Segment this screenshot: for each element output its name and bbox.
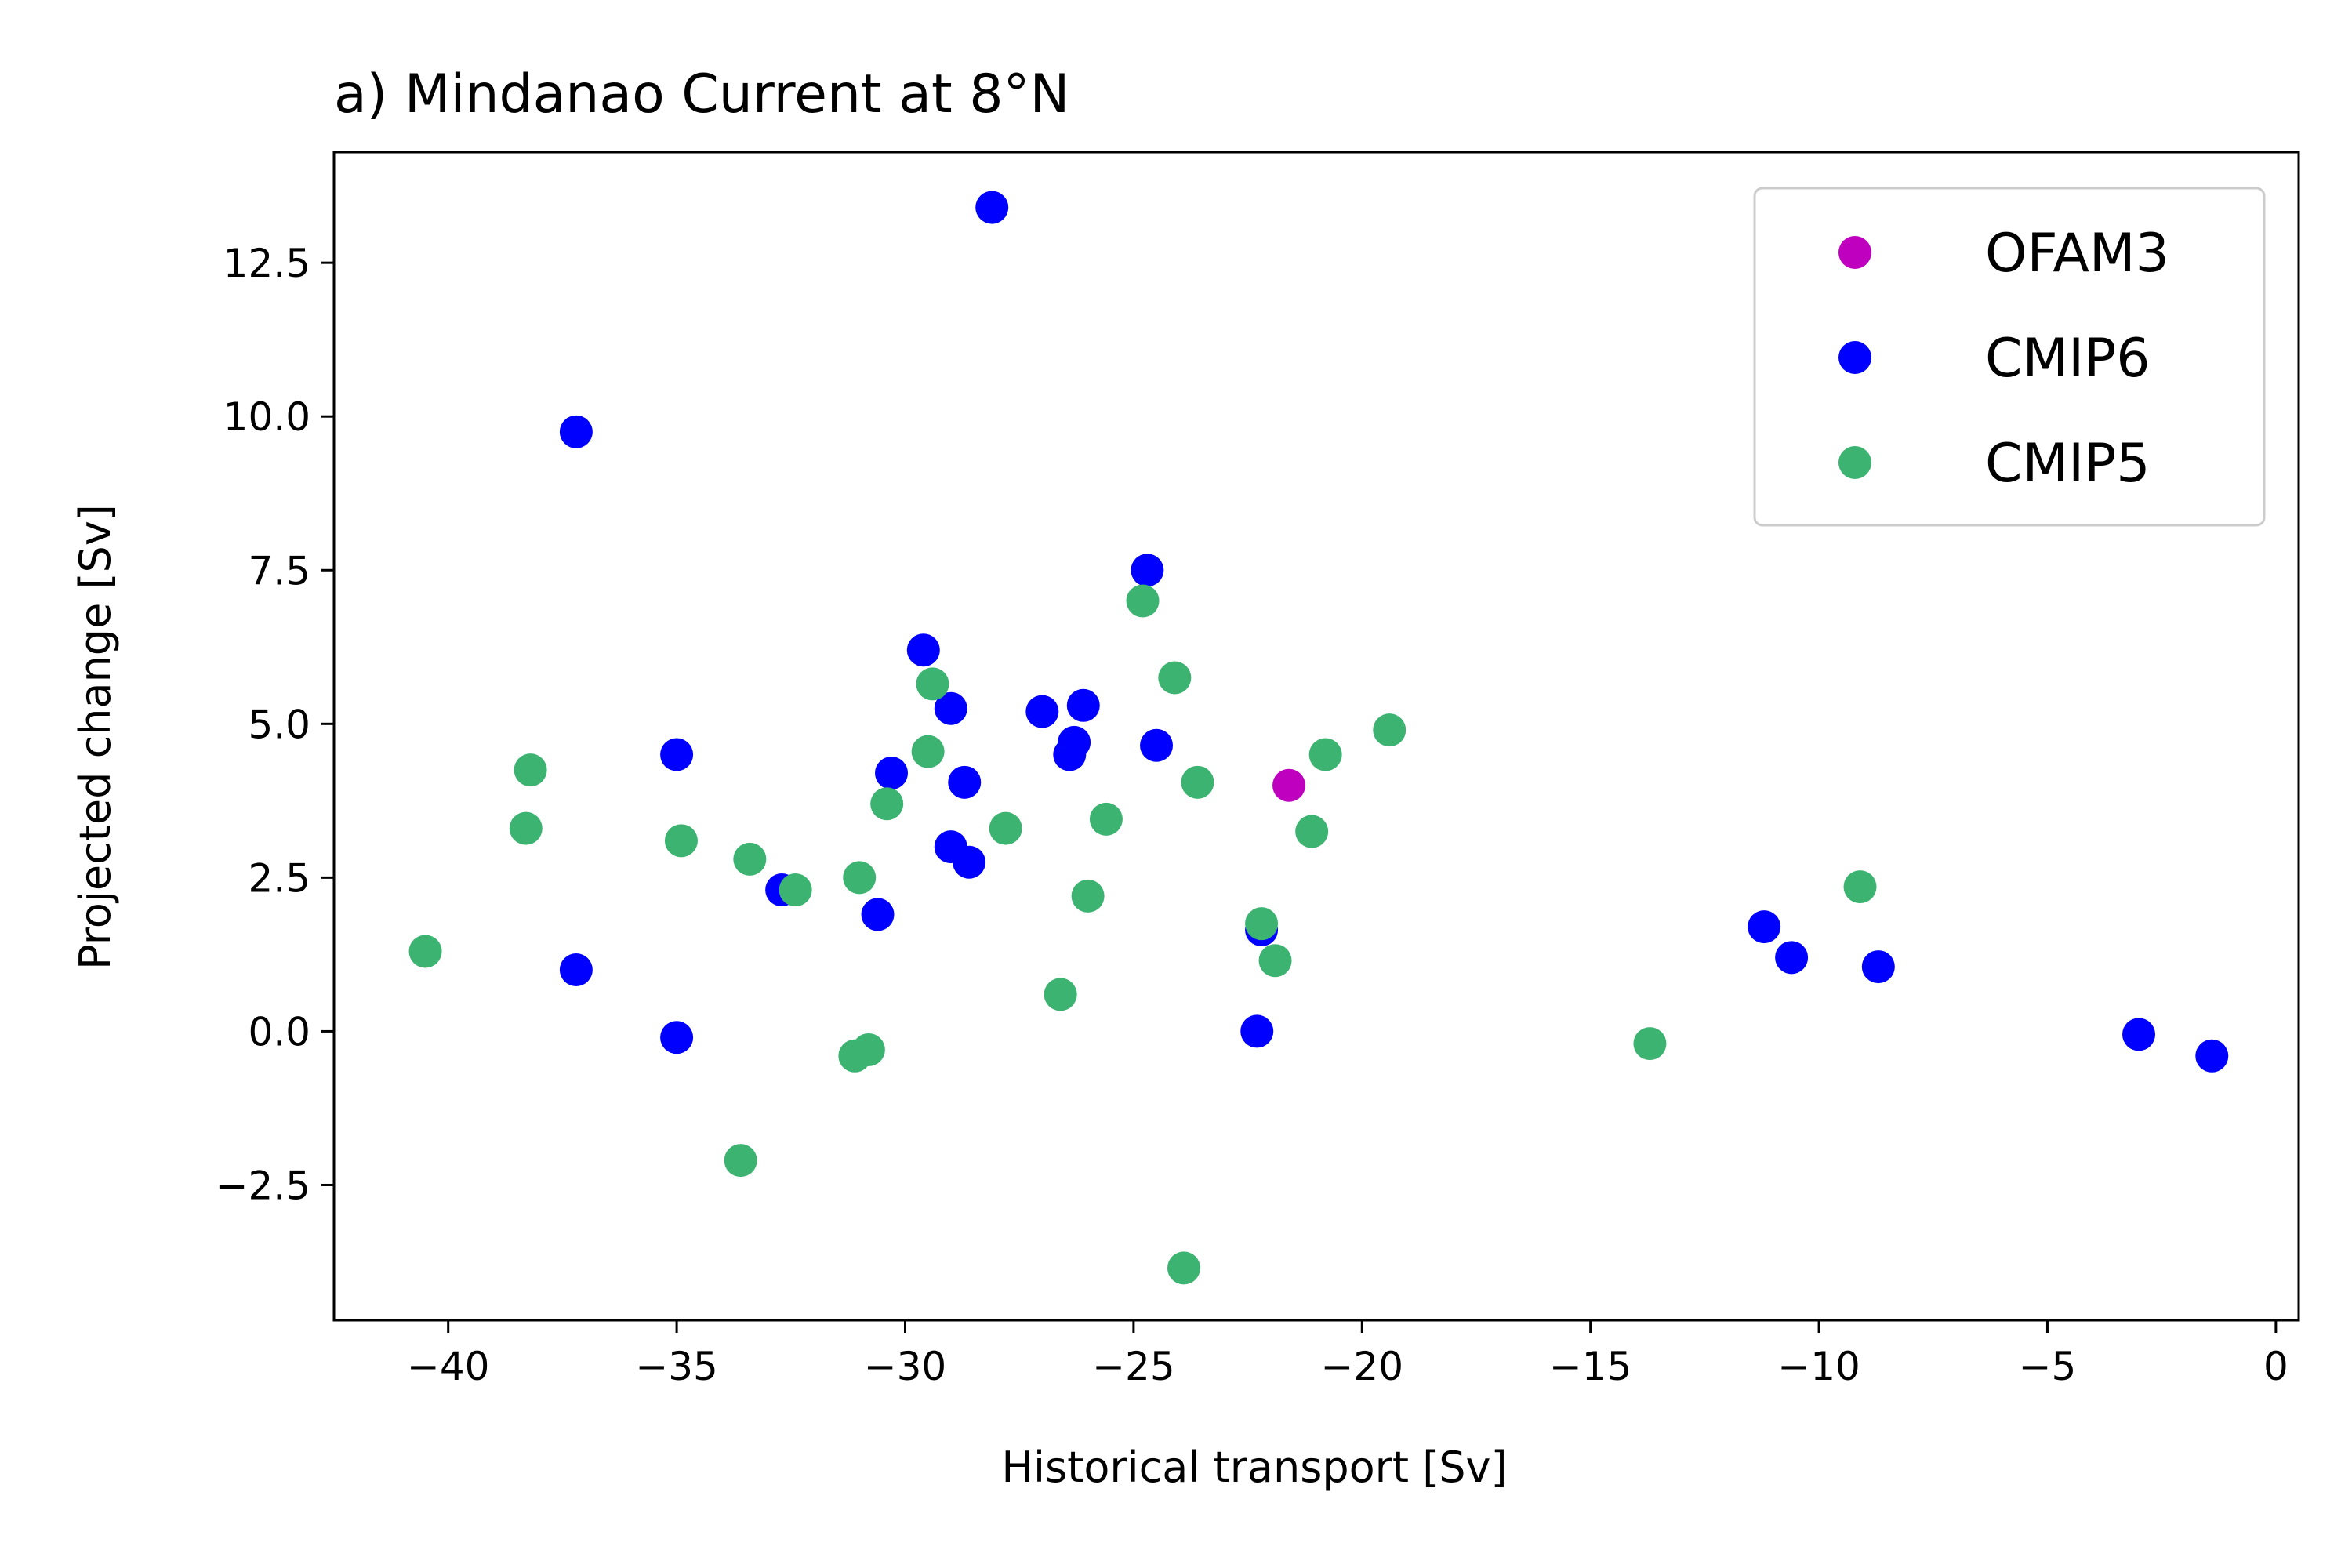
point-cmip5 [989, 811, 1022, 845]
y-tick-label: −2.5 [216, 1163, 310, 1208]
y-tick-label: 12.5 [223, 241, 310, 286]
point-cmip5 [514, 753, 547, 787]
point-cmip6 [975, 191, 1009, 224]
point-cmip6 [1131, 554, 1164, 587]
point-cmip6 [660, 738, 694, 771]
point-cmip6 [1140, 728, 1174, 762]
point-cmip6 [906, 633, 940, 667]
point-cmip5 [1245, 907, 1279, 941]
chart-title: a) Mindanao Current at 8°N [334, 64, 1069, 125]
point-cmip6 [861, 898, 895, 931]
point-cmip6 [1053, 738, 1087, 771]
legend-label-cmip6: CMIP6 [1985, 328, 2150, 390]
legend: OFAM3 CMIP6 CMIP5 [1753, 187, 2266, 527]
point-cmip6 [953, 845, 986, 879]
point-cmip5 [724, 1144, 757, 1178]
x-tick-label: −40 [407, 1344, 490, 1389]
point-cmip5 [911, 735, 945, 768]
x-axis: −40 −35 −30 −25 −20 −15 −10 −5 0 [407, 1320, 2288, 1389]
point-cmip5 [843, 861, 877, 895]
point-cmip6 [934, 691, 967, 725]
x-tick-label: −5 [2019, 1344, 2077, 1389]
point-cmip6 [948, 765, 982, 799]
point-cmip6 [1861, 950, 1895, 984]
point-cmip5 [1126, 584, 1160, 618]
point-cmip5 [1373, 713, 1406, 747]
point-cmip6 [660, 1021, 694, 1054]
x-axis-label: Historical transport [Sv] [1001, 1443, 1507, 1492]
point-ofam3 [1272, 768, 1306, 802]
y-axis-label: Projected change [Sv] [71, 504, 120, 970]
point-cmip6 [2195, 1039, 2229, 1073]
point-cmip5 [1295, 815, 1329, 848]
point-cmip5 [408, 935, 442, 968]
point-cmip6 [1240, 1014, 1274, 1048]
y-tick-label: 0.0 [248, 1009, 310, 1054]
point-cmip5 [733, 842, 767, 876]
point-cmip5 [509, 811, 543, 845]
point-cmip5 [1258, 944, 1292, 978]
point-cmip6 [559, 415, 593, 448]
legend-marker-cmip6 [1838, 341, 1871, 374]
point-cmip6 [1748, 910, 1781, 944]
point-cmip5 [838, 1039, 872, 1073]
point-cmip5 [916, 667, 949, 701]
legend-frame [1753, 187, 2266, 527]
point-cmip5 [1071, 879, 1105, 913]
point-cmip5 [664, 824, 698, 858]
point-cmip5 [1158, 661, 1192, 695]
point-cmip5 [1181, 765, 1214, 799]
point-cmip5 [1044, 978, 1077, 1011]
x-tick-label: −10 [1777, 1344, 1860, 1389]
point-cmip6 [1775, 941, 1809, 975]
point-cmip6 [2122, 1018, 2156, 1051]
y-tick-label: 2.5 [248, 855, 310, 901]
x-tick-label: −30 [864, 1344, 947, 1389]
point-cmip6 [875, 757, 909, 790]
point-cmip6 [1025, 695, 1059, 728]
legend-marker-cmip5 [1838, 446, 1871, 479]
legend-label-cmip5: CMIP5 [1985, 433, 2150, 495]
plot-area-frame [332, 151, 2300, 1322]
y-axis: −2.5 0.0 2.5 5.0 7.5 10.0 12.5 [216, 241, 334, 1208]
legend-marker-ofam3 [1838, 236, 1871, 269]
point-cmip5 [870, 787, 904, 821]
point-cmip5 [1633, 1027, 1667, 1061]
x-tick-label: 0 [2263, 1344, 2288, 1389]
legend-label-ofam3: OFAM3 [1985, 223, 2169, 285]
y-tick-label: 10.0 [223, 394, 310, 440]
point-cmip5 [1308, 738, 1342, 771]
y-tick-label: 7.5 [248, 548, 310, 593]
point-cmip5 [1089, 802, 1123, 836]
x-tick-label: −35 [635, 1344, 718, 1389]
point-cmip5 [1843, 870, 1877, 904]
x-tick-label: −25 [1092, 1344, 1175, 1389]
data-points-layer [408, 191, 2229, 1285]
point-cmip6 [559, 953, 593, 986]
x-tick-label: −20 [1321, 1344, 1404, 1389]
point-cmip5 [779, 873, 812, 907]
x-tick-label: −15 [1549, 1344, 1632, 1389]
point-cmip5 [1167, 1251, 1200, 1285]
point-cmip6 [1066, 688, 1100, 722]
y-tick-label: 5.0 [248, 702, 310, 747]
